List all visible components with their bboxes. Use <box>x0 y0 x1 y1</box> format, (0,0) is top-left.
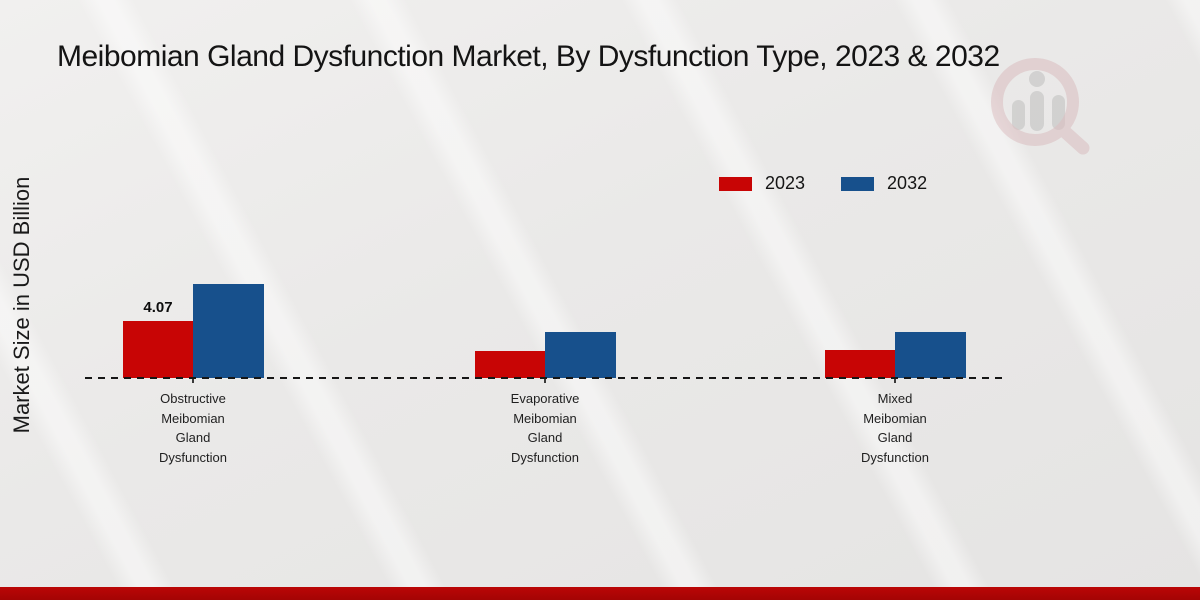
x-axis-tick <box>894 378 896 383</box>
bar-2023-category-2 <box>825 350 895 378</box>
legend: 2023 2032 <box>719 173 927 194</box>
bar-2032-category-1 <box>545 332 616 378</box>
bar-2023-category-0 <box>123 321 193 378</box>
legend-label-2023: 2023 <box>765 173 806 193</box>
x-axis-category-label: Evaporative Meibomian Gland Dysfunction <box>510 391 580 465</box>
legend-item-2023: 2023 <box>719 173 805 194</box>
bar-2023-category-1 <box>475 351 545 378</box>
bar-2032-category-0 <box>193 284 264 378</box>
magnifier-analytics-logo-icon <box>991 58 1090 155</box>
x-axis-category-label: Obstructive Meibomian Gland Dysfunction <box>159 391 227 465</box>
bar-2032-category-2 <box>895 332 966 378</box>
footer-accent-strip <box>0 587 1200 600</box>
legend-label-2032: 2032 <box>887 173 928 193</box>
bar-value-label: 4.07 <box>143 299 173 316</box>
x-axis-category-label: Mixed Meibomian Gland Dysfunction <box>861 391 929 465</box>
x-axis-tick <box>192 378 194 383</box>
x-axis-tick <box>544 378 546 383</box>
legend-item-2032: 2032 <box>841 173 927 194</box>
x-axis-dashed-baseline <box>85 377 1007 379</box>
chart-title: Meibomian Gland Dysfunction Market, By D… <box>57 40 1000 73</box>
legend-swatch-2023 <box>719 176 752 191</box>
legend-swatch-2032 <box>841 176 875 191</box>
